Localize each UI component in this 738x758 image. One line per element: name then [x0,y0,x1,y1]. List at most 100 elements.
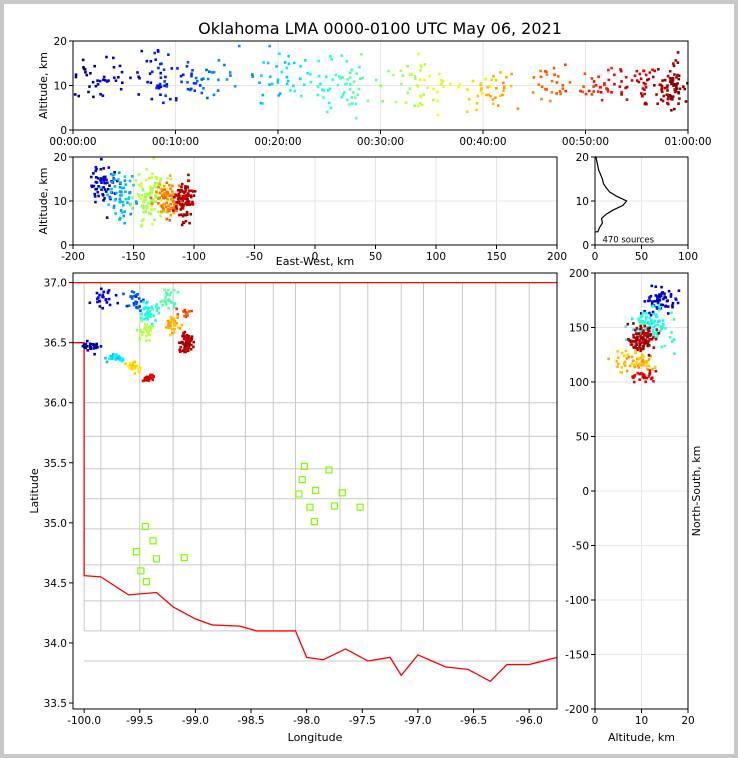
data-point [223,63,226,67]
data-point [649,333,653,336]
data-point [653,299,657,303]
data-point [167,306,171,310]
data-point [187,340,190,344]
data-point [177,192,180,196]
data-point [174,193,178,197]
data-point [149,188,152,191]
data-point [129,363,132,367]
data-point [639,92,643,95]
data-point [645,78,649,82]
data-point [142,330,145,334]
data-point [162,202,166,206]
data-point [102,75,106,79]
data-point [184,195,188,199]
data-point [145,377,149,381]
data-point [668,80,672,83]
data-point [95,297,99,301]
data-point [157,184,160,187]
data-point [174,97,178,100]
data-point [139,309,142,312]
data-point [343,90,346,94]
y-tick-label: 20 [54,152,67,164]
data-point [635,79,639,82]
data-point [166,319,170,323]
data-point [532,76,536,79]
x-tick-label: 150 [486,251,506,263]
data-point [649,294,653,298]
data-point [101,94,105,97]
data-point [486,85,489,89]
data-point [673,88,676,91]
data-point [190,72,193,76]
data-point [164,94,168,98]
data-point [134,364,137,368]
data-point [112,76,116,80]
data-point [516,107,520,110]
data-point [413,104,416,107]
data-point [649,354,652,358]
data-point [128,179,132,183]
data-point [641,87,645,90]
data-point [610,91,613,94]
data-point [643,324,647,328]
data-point [634,336,637,340]
data-point [664,327,667,330]
data-point [646,331,650,334]
data-point [645,364,648,368]
data-point [439,78,443,82]
data-point [651,300,654,303]
data-point [640,353,644,357]
data-point [670,97,674,101]
data-point [644,73,648,77]
data-point [151,222,154,226]
data-point [597,75,600,79]
data-point [666,97,670,101]
data-point [108,184,111,187]
data-point [118,218,121,221]
data-point [186,349,190,353]
data-point [177,341,181,345]
station-marker [295,490,303,498]
data-point [173,192,176,196]
data-point [120,81,124,85]
data-point [171,195,175,199]
data-point [285,66,289,70]
data-point [616,350,619,353]
data-point [165,187,169,191]
data-point [652,346,656,349]
data-point [637,366,641,369]
data-point [674,59,678,62]
data-point [141,187,145,191]
data-point [659,98,663,101]
data-point [191,203,195,206]
data-point [164,196,167,200]
data-point [138,305,141,308]
data-point [479,83,483,87]
data-point [616,356,620,360]
data-point [164,300,168,304]
data-point [673,352,676,355]
data-point [653,84,656,87]
data-point [140,182,143,185]
data-point [202,86,205,90]
data-point [442,85,445,89]
data-point [657,303,660,307]
data-point [149,60,153,63]
data-point [661,79,664,82]
south-border [73,342,558,683]
data-point [657,331,661,335]
data-point [632,336,636,339]
data-point [148,325,151,329]
data-point [145,323,148,326]
data-point [666,101,669,105]
data-point [292,84,295,88]
data-point [420,103,424,107]
data-point [156,49,160,52]
data-point [663,78,667,82]
data-point [140,223,144,227]
data-point [110,187,113,191]
data-point [83,345,86,349]
data-point [652,334,655,337]
data-point [105,360,109,364]
data-point [142,211,145,214]
